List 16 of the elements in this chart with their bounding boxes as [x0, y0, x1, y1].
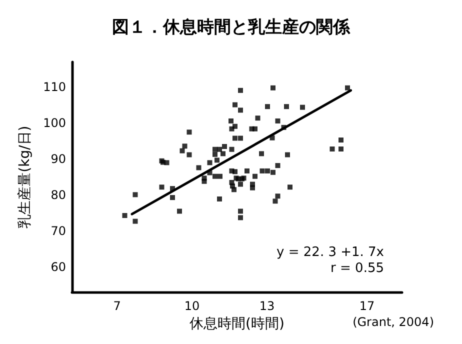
x-tick-label: 10	[184, 299, 200, 314]
y-tick-label: 90	[50, 152, 66, 166]
annotation: y = 22. 3 +1. 7x	[276, 245, 384, 260]
text: (Grant, 2004)	[352, 315, 434, 329]
y-tick-label: 70	[50, 224, 66, 238]
chart-title: 図１．休息時間と乳生産の関係	[112, 18, 351, 38]
x-tick-label: 7	[113, 299, 121, 314]
y-tick-label: 110	[43, 80, 66, 94]
y-tick-label: 60	[50, 260, 66, 274]
x-tick-label: 13	[259, 299, 275, 314]
x-tick-label: 17	[359, 299, 375, 314]
y-tick-label: 100	[43, 116, 66, 130]
x-axis-title: 休息時間(時間)	[190, 316, 284, 332]
y-tick-label: 80	[50, 188, 66, 202]
y-axis-title: 乳生産量(kg/日)	[17, 126, 34, 228]
annotation: r = 0.55	[330, 261, 384, 276]
